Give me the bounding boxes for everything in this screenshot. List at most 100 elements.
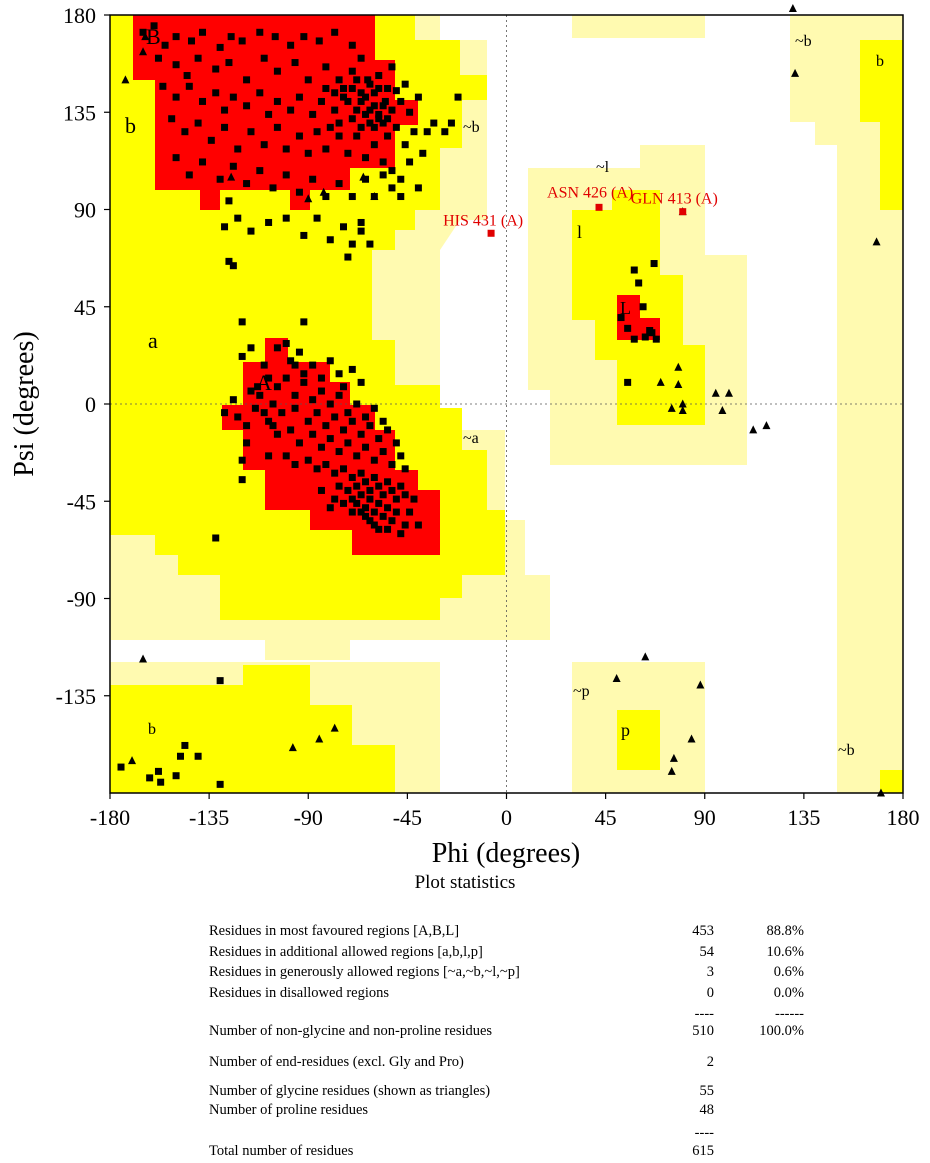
residue-point: [384, 525, 392, 533]
residue-point: [339, 426, 347, 434]
stats-row: Number of proline residues 48: [0, 1102, 930, 1122]
residue-point: [357, 469, 365, 477]
residue-point: [295, 439, 303, 447]
residue-point: [366, 486, 374, 494]
glycine-point: [749, 425, 758, 434]
residue-point: [295, 93, 303, 101]
residue-point: [287, 41, 295, 49]
x-tick-label: 90: [694, 805, 716, 830]
residue-point: [234, 214, 242, 222]
residue-point: [229, 262, 237, 270]
glycine-point: [678, 399, 687, 408]
residue-point: [392, 508, 400, 516]
residue-point: [375, 72, 383, 80]
residue-point: [199, 28, 207, 36]
residue-point: [447, 119, 455, 127]
residue-point: [348, 365, 356, 373]
residue-point: [117, 763, 125, 771]
stats-row-label: Total number of residues: [209, 1143, 354, 1159]
residue-point: [172, 772, 180, 780]
stats-row-percent: 0.0%: [773, 985, 804, 1001]
residue-point: [388, 461, 396, 469]
region-label: ~b: [838, 742, 855, 759]
y-axis-title: Psi (degrees): [9, 331, 40, 476]
residue-point: [247, 344, 255, 352]
residue-point: [326, 435, 334, 443]
stats-row-percent: 0.6%: [773, 964, 804, 980]
residue-point: [388, 486, 396, 494]
residue-point: [370, 404, 378, 412]
residue-point: [322, 422, 330, 430]
residue-point: [331, 469, 339, 477]
residue-point: [353, 132, 361, 140]
residue-point: [238, 318, 246, 326]
residue-point: [335, 76, 343, 84]
residue-point: [344, 97, 352, 105]
residue-point: [265, 218, 273, 226]
residue-point: [392, 87, 400, 95]
stats-row-count: 3: [706, 964, 714, 980]
residue-point: [379, 119, 387, 127]
residue-point: [291, 361, 299, 369]
residue-point: [335, 119, 343, 127]
residue-point: [353, 452, 361, 460]
residue-point: [221, 223, 229, 231]
residue-point: [384, 115, 392, 123]
residue-point: [397, 482, 405, 490]
residue-point: [379, 448, 387, 456]
residue-point: [212, 534, 220, 542]
x-tick-label: -180: [90, 805, 130, 830]
residue-point: [348, 508, 356, 516]
residue-point: [414, 521, 422, 529]
residue-point: [357, 508, 365, 516]
residue-point: [388, 167, 396, 175]
glycine-point: [711, 388, 720, 397]
y-tick-label: -45: [67, 489, 96, 514]
y-tick-label: 180: [63, 3, 96, 28]
residue-point: [630, 266, 638, 274]
data-points: [117, 4, 885, 797]
residue-point: [172, 33, 180, 41]
stats-row-count: ----: [694, 1006, 714, 1022]
residue-point: [339, 499, 347, 507]
residue-point: [362, 93, 370, 101]
residue-point: [401, 491, 409, 499]
residue-point: [366, 517, 374, 525]
residue-point: [648, 329, 656, 337]
residue-point: [335, 448, 343, 456]
residue-point: [313, 128, 321, 136]
ramachandran-plot: -180 -135 -90 -45 0 45 90 135 180 180 135 90 45 0 -45 -…: [9, 3, 920, 869]
residue-point: [322, 145, 330, 153]
residue-point: [401, 141, 409, 149]
glycine-point: [121, 75, 130, 84]
residue-point: [650, 260, 658, 268]
residue-point: [282, 374, 290, 382]
glycine-point: [872, 237, 881, 246]
residue-point: [154, 767, 162, 775]
residue-point: [370, 508, 378, 516]
residue-point: [353, 106, 361, 114]
stats-row-label: Number of proline residues: [209, 1102, 369, 1118]
residue-point: [238, 37, 246, 45]
region-label: L: [620, 298, 631, 318]
residue-point: [362, 154, 370, 162]
residue-point: [348, 473, 356, 481]
x-tick-label: -45: [393, 805, 422, 830]
residue-point: [282, 145, 290, 153]
residue-point: [295, 348, 303, 356]
residue-point: [375, 84, 383, 92]
y-tick-label: 135: [63, 100, 96, 125]
stats-row-label: Residues in most favoured regions [A,B,L…: [209, 923, 460, 939]
residue-point: [304, 456, 312, 464]
glycine-point: [674, 380, 683, 389]
residue-point: [348, 193, 356, 201]
allowed-region-b-right: [860, 40, 903, 210]
glycine-point: [330, 723, 339, 732]
region-label: B: [146, 24, 161, 49]
glycine-point: [370, 192, 379, 201]
stats-row-count: 510: [692, 1023, 714, 1039]
residue-point: [379, 491, 387, 499]
region-label: b: [876, 53, 884, 70]
region-label: ~p: [573, 683, 590, 700]
y-tick-label: 0: [85, 392, 96, 417]
